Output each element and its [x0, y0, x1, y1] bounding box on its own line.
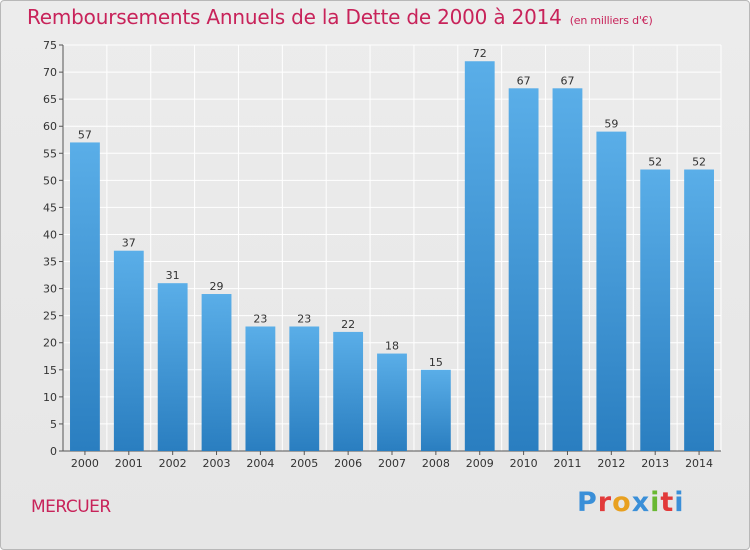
proxiti-logo: Proxiti	[577, 487, 685, 518]
y-tick-label-1: 5	[50, 418, 57, 431]
data-label-2004: 23	[253, 312, 267, 325]
data-label-2013: 52	[648, 156, 662, 169]
data-label-2006: 22	[341, 318, 355, 331]
data-label-2001: 37	[122, 237, 136, 250]
chart-title-text: Remboursements Annuels de la Dette de 20…	[27, 5, 562, 29]
bar-2013	[640, 169, 671, 452]
x-tick-label-2003: 2003	[203, 457, 231, 470]
y-tick-label-12: 60	[43, 120, 57, 133]
data-label-2010: 67	[517, 74, 531, 87]
x-tick-label-2004: 2004	[246, 457, 274, 470]
bar-2007	[377, 353, 407, 451]
data-label-2012: 59	[604, 118, 618, 131]
x-tick-label-2008: 2008	[422, 457, 450, 470]
bar-2001	[113, 250, 144, 451]
x-tick-label-2001: 2001	[115, 457, 143, 470]
bar-2004	[245, 326, 276, 451]
data-label-2011: 67	[560, 74, 574, 87]
x-tick-label-2012: 2012	[597, 457, 625, 470]
y-tick-label-9: 45	[43, 201, 57, 214]
y-tick-label-0: 0	[50, 445, 57, 458]
y-tick-label-11: 55	[43, 147, 57, 160]
y-tick-label-14: 70	[43, 66, 57, 79]
x-tick-label-2000: 2000	[71, 457, 99, 470]
bar-2012	[596, 131, 627, 451]
bar-2002	[157, 283, 188, 451]
x-tick-label-2013: 2013	[641, 457, 669, 470]
data-label-2005: 23	[297, 312, 311, 325]
y-tick-label-7: 35	[43, 256, 57, 269]
bar-2008	[420, 369, 451, 451]
x-tick-label-2006: 2006	[334, 457, 362, 470]
y-tick-label-5: 25	[43, 310, 57, 323]
data-label-2003: 29	[210, 280, 224, 293]
y-tick-label-15: 75	[43, 39, 57, 52]
y-tick-label-13: 65	[43, 93, 57, 106]
data-labels: 57 37 31 29 23 23 22 18 15 72 67 67 59 52 52	[78, 47, 706, 369]
bars	[70, 61, 714, 452]
logo-letter-3: x	[631, 487, 651, 518]
chart-subtitle: (en milliers d'€)	[569, 14, 653, 27]
x-tick-label-2002: 2002	[159, 457, 187, 470]
bar-2000	[70, 142, 100, 451]
logo-letter-0: P	[577, 487, 598, 518]
logo-letter-6: i	[674, 487, 685, 518]
x-tick-label-2005: 2005	[290, 457, 318, 470]
data-label-2000: 57	[78, 128, 92, 141]
city-name: MERCUER	[31, 497, 111, 517]
bar-2011	[552, 88, 583, 451]
bar-2003	[201, 294, 232, 451]
x-tick-label-2011: 2011	[553, 457, 581, 470]
logo-letter-4: i	[650, 487, 661, 518]
data-label-2002: 31	[166, 269, 180, 282]
x-tick-label-2009: 2009	[466, 457, 494, 470]
x-tick-label-2010: 2010	[510, 457, 538, 470]
y-tick-label-10: 50	[43, 174, 57, 187]
x-tick-label-2007: 2007	[378, 457, 406, 470]
bar-2006	[333, 331, 364, 451]
chart-title: Remboursements Annuels de la Dette de 20…	[27, 5, 653, 29]
data-label-2008: 15	[429, 356, 443, 369]
y-tick-label-2: 10	[43, 391, 57, 404]
data-label-2009: 72	[473, 47, 487, 60]
bar-2010	[508, 88, 539, 451]
y-tick-label-4: 20	[43, 337, 57, 350]
logo-letter-5: t	[660, 487, 675, 518]
data-label-2014: 52	[692, 156, 706, 169]
logo-letter-2: o	[612, 487, 632, 518]
logo-letter-1: r	[597, 487, 613, 518]
data-label-2007: 18	[385, 340, 399, 353]
x-tick-label-2014: 2014	[685, 457, 713, 470]
bar-2005	[289, 326, 320, 451]
bar-2009	[464, 61, 495, 452]
y-tick-label-6: 30	[43, 283, 57, 296]
bar-2014	[684, 169, 714, 452]
y-tick-label-8: 40	[43, 228, 57, 241]
y-tick-label-3: 15	[43, 364, 57, 377]
